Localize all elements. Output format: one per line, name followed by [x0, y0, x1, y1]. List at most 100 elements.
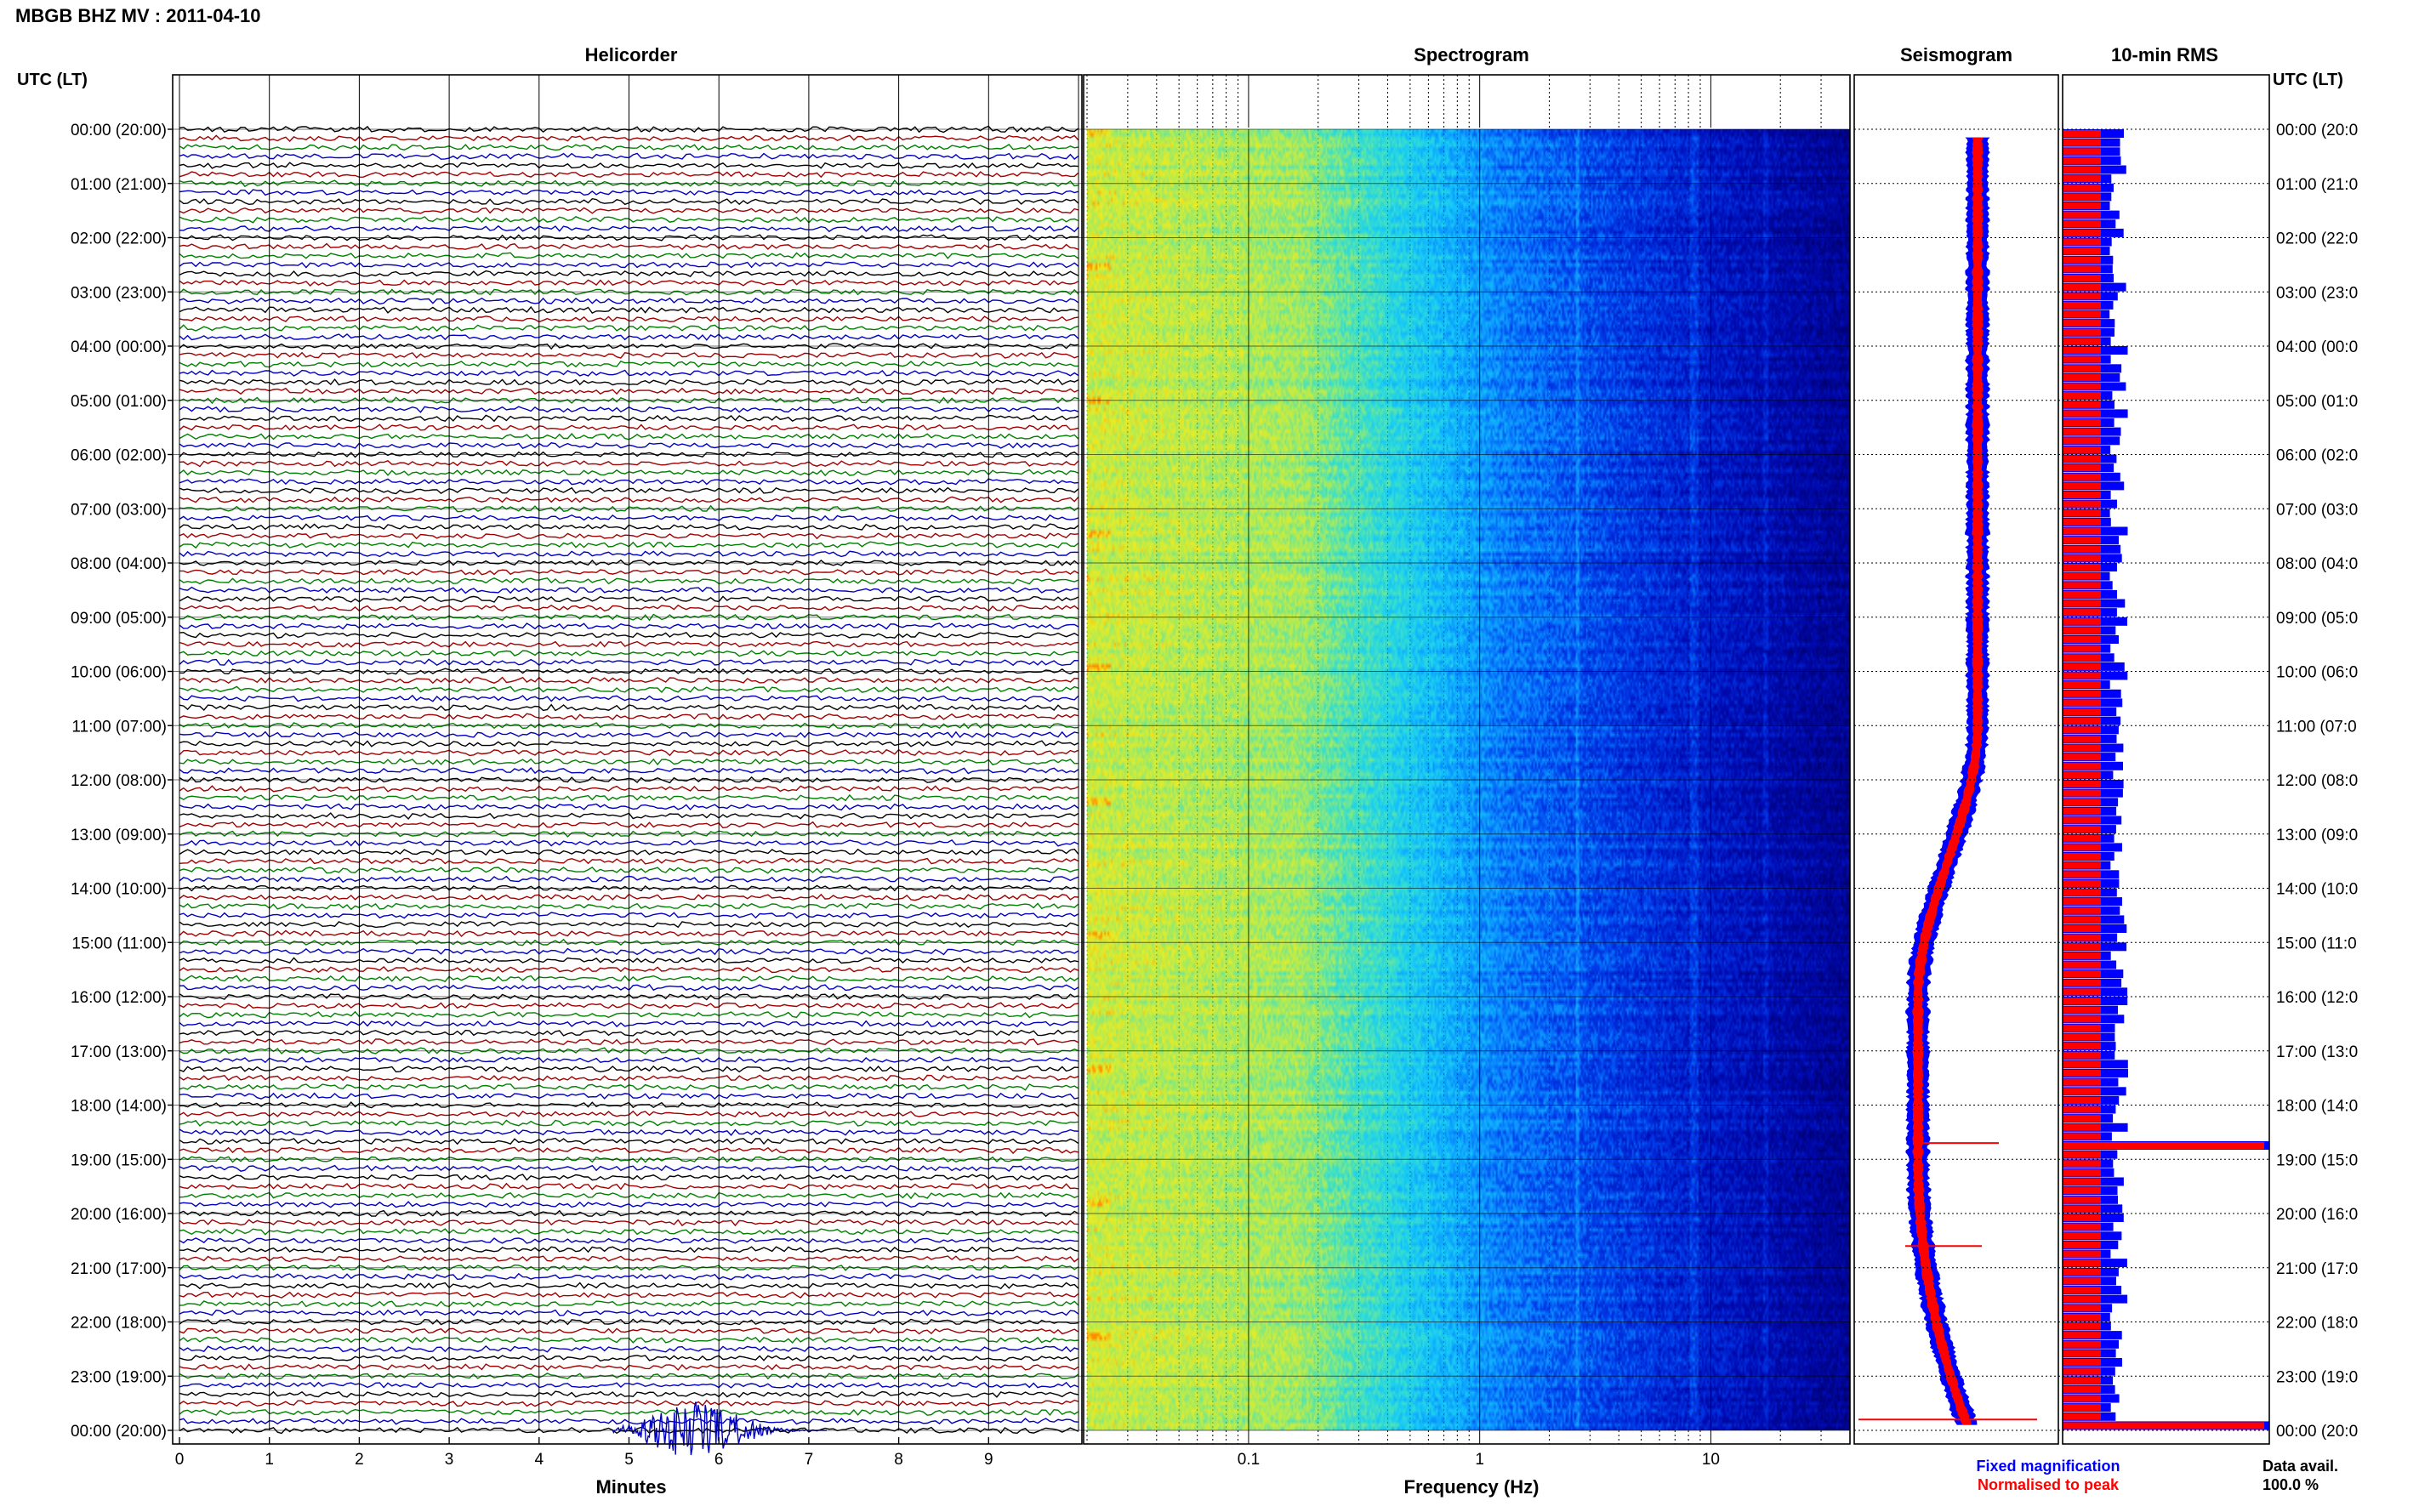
time-label-right: 09:00 (05:0	[2276, 610, 2358, 628]
rms-bar-normalised	[2063, 609, 2101, 617]
data-avail-value: 100.0 %	[2262, 1476, 2319, 1493]
rms-bar-normalised	[2063, 1051, 2101, 1059]
rms-bar-normalised	[2063, 473, 2101, 480]
rms-bar-normalised	[2063, 1060, 2101, 1068]
rms-bar-normalised	[2063, 1287, 2101, 1293]
rms-bar-normalised	[2063, 256, 2101, 264]
rms-bar-normalised	[2063, 1359, 2101, 1366]
rms-bar-normalised	[2063, 1088, 2101, 1095]
rms-bar-normalised	[2063, 518, 2101, 526]
panel-title-rms: 10-min RMS	[2111, 44, 2218, 65]
rms-bar-normalised	[2063, 1151, 2101, 1158]
rms-bar-normalised	[2063, 1033, 2101, 1041]
rms-bar-normalised	[2063, 166, 2101, 173]
minute-tick-label: 3	[445, 1451, 454, 1469]
rms-bar-normalised	[2063, 762, 2101, 770]
rms-bar-normalised	[2063, 338, 2101, 345]
time-label-left: 15:00 (11:00)	[71, 935, 167, 952]
frequency-tick-label: 1	[1475, 1451, 1484, 1469]
time-label-right: 12:00 (08:0	[2276, 772, 2358, 790]
rms-bar-normalised	[2063, 482, 2101, 490]
rms-bar-normalised	[2063, 564, 2101, 571]
rms-bar-normalised	[2063, 853, 2101, 860]
minute-tick-label: 6	[714, 1451, 724, 1469]
rms-bar-normalised	[2063, 1332, 2101, 1339]
time-label-left: 11:00 (07:00)	[71, 718, 167, 736]
rms-bar-normalised	[2063, 861, 2101, 869]
time-label-right: 00:00 (20:0	[2276, 122, 2358, 139]
rms-bar-normalised	[2063, 1305, 2101, 1312]
rms-bar-normalised	[2063, 1295, 2101, 1303]
rms-bar-normalised	[2063, 1160, 2101, 1168]
rms-bar-normalised	[2063, 1096, 2101, 1104]
time-label-left: 14:00 (10:00)	[71, 881, 167, 899]
time-label-left: 09:00 (05:00)	[71, 610, 167, 628]
rms-bar-normalised	[2063, 301, 2101, 309]
rms-bar-normalised	[2063, 293, 2101, 300]
rms-bar-normalised	[2063, 645, 2101, 652]
rms-bar-normalised	[2063, 889, 2101, 896]
rms-bar-normalised	[2063, 1142, 2264, 1149]
time-label-right: 11:00 (07:0	[2276, 718, 2357, 736]
time-label-left: 17:00 (13:00)	[71, 1043, 167, 1061]
rms-bar-normalised	[2063, 627, 2101, 634]
time-label-right: 15:00 (11:0	[2276, 935, 2357, 952]
figure-title: MBGB BHZ MV : 2011-04-10	[15, 5, 261, 26]
rms-bar-normalised	[2063, 537, 2101, 544]
rms-bar-normalised	[2063, 690, 2101, 697]
rms-bar-normalised	[2063, 617, 2101, 625]
rms-bar-normalised	[2063, 582, 2101, 589]
rms-bar-normalised	[2063, 1168, 2101, 1176]
rms-bar-normalised	[2063, 1232, 2101, 1240]
panel-frame	[2062, 74, 2270, 1445]
rms-bar-normalised	[2063, 428, 2101, 435]
rms-bar-normalised	[2063, 139, 2101, 146]
rms-bar-normalised	[2063, 1377, 2101, 1384]
minute-tick-label: 0	[175, 1451, 185, 1469]
time-label-left: 06:00 (02:00)	[71, 447, 167, 465]
rms-bar-normalised	[2063, 175, 2101, 183]
rms-bar-normalised	[2063, 1350, 2101, 1357]
rms-bar-normalised	[2063, 907, 2101, 914]
rms-bar-normalised	[2063, 1250, 2101, 1258]
rms-bar-normalised	[2063, 816, 2101, 824]
seismogram-fixed-magnification	[1905, 137, 1990, 1425]
rms-bar-normalised	[2063, 662, 2101, 670]
rms-bar-normalised	[2063, 247, 2101, 255]
time-label-left: 18:00 (14:00)	[71, 1098, 167, 1116]
rms-bar-normalised	[2063, 925, 2101, 932]
rms-bar-normalised	[2063, 509, 2101, 517]
time-label-right: 21:00 (17:0	[2276, 1260, 2358, 1278]
rms-bar-normalised	[2063, 492, 2101, 498]
rms-bar-normalised	[2063, 229, 2101, 236]
rms-bar-normalised	[2063, 1078, 2101, 1086]
panel-title-helicorder: Helicorder	[585, 44, 678, 65]
time-label-right: 08:00 (04:0	[2276, 555, 2358, 573]
rms-bar-normalised	[2063, 383, 2101, 390]
minute-tick-label: 8	[894, 1451, 903, 1469]
rms-bar-normalised	[2063, 1015, 2101, 1023]
rms-bar-normalised	[2063, 799, 2101, 806]
rms-bar-normalised	[2063, 1313, 2101, 1321]
utc-label-right: UTC (LT)	[2273, 71, 2343, 89]
rms-bar-normalised	[2063, 672, 2101, 679]
rms-bar-normalised	[2063, 275, 2101, 281]
rms-bars	[2063, 129, 2269, 1430]
rms-bar-normalised	[2063, 238, 2101, 246]
rms-bar-normalised	[2063, 437, 2101, 445]
rms-bar-normalised	[2063, 1043, 2101, 1050]
rms-bar-normalised	[2063, 572, 2101, 580]
rms-bar-normalised	[2063, 952, 2101, 959]
minute-tick-label: 2	[355, 1451, 364, 1469]
grid-lines	[173, 75, 2269, 1444]
rms-bar-normalised	[2063, 1106, 2101, 1113]
legend-normalised-to-peak: Normalised to peak	[1978, 1476, 2120, 1493]
rms-bar-normalised	[2063, 1322, 2101, 1330]
rms-bar-normalised	[2063, 464, 2101, 472]
rms-bar-normalised	[2063, 193, 2101, 201]
rms-bar-normalised	[2063, 1133, 2101, 1140]
time-label-right: 00:00 (20:0	[2276, 1423, 2358, 1441]
rms-bar-normalised	[2063, 826, 2101, 833]
rms-bar-normalised	[2063, 1385, 2101, 1393]
rms-bar-normalised	[2063, 156, 2101, 164]
